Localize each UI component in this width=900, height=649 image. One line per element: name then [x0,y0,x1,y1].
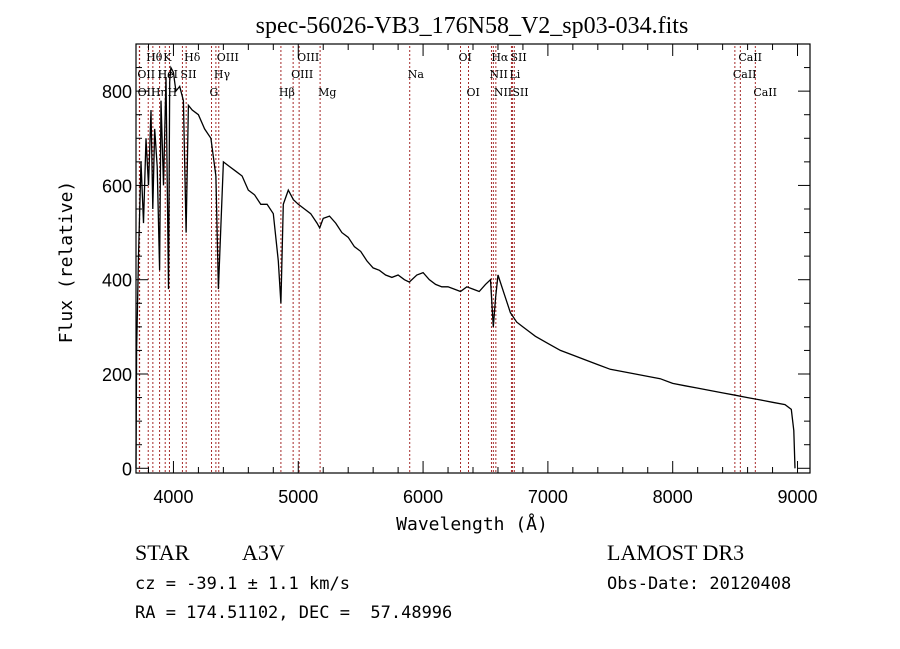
y-tick-label: 600 [102,176,132,196]
line-label: Hε [158,68,174,81]
y-tick-label: 400 [102,271,132,291]
spectrum-line [135,65,796,469]
x-axis-label: Wavelength (Å) [396,513,548,535]
line-label: Hα [491,51,509,64]
object-subclass: A3V [242,540,285,565]
obs-date: Obs-Date: 20120408 [607,574,792,594]
line-label: Na [408,68,425,81]
line-label: NII [489,68,507,81]
line-label: SII [510,51,526,64]
line-label: H [167,86,177,99]
axis-ticks: 4000 5000 6000 7000 8000 9000 0 200 400 600 800 [102,44,818,507]
line-label: OI [467,86,480,99]
line-label: NII [494,86,512,99]
y-tick-label: 800 [102,82,132,102]
y-tick-label: 200 [102,365,132,385]
chart-title: spec-56026-VB3_176N58_V2_sp03-034.fits [256,13,689,39]
survey-name: LAMOST DR3 [607,540,745,565]
line-label: Mg [318,86,336,99]
line-label: OIII [217,51,239,64]
x-tick-label: 9000 [777,487,817,507]
line-label: Hδ [184,51,201,64]
line-label: SII [512,86,528,99]
coordinates: RA = 174.51102, DEC = 57.48996 [135,603,453,623]
line-label: OI [459,51,472,64]
line-label: OIII [297,51,319,64]
line-label: OII [138,86,156,99]
line-label: Hβ [279,86,295,99]
x-tick-label: 6000 [403,487,443,507]
x-tick-label: 7000 [528,487,568,507]
line-label: OIII [291,68,313,81]
x-tick-label: 8000 [653,487,693,507]
redshift-text: cz = -39.1 ± 1.1 km/s [135,574,350,594]
y-axis-label: Flux (relative) [56,181,77,344]
line-label: K [163,51,172,64]
line-label: Li [509,68,520,81]
y-tick-label: 0 [122,459,132,479]
line-label: G [210,86,219,99]
object-class: STAR [135,540,190,565]
x-tick-label: 4000 [153,487,193,507]
line-label: CaII [738,51,762,64]
emission-line-markers [138,46,756,473]
x-tick-label: 5000 [278,487,318,507]
line-label: SII [180,68,196,81]
line-label: CaII [733,68,757,81]
plot-frame [135,43,811,474]
line-label: Hη [151,86,167,99]
line-label: Hθ [146,51,163,64]
line-label: HeI [158,68,178,81]
line-label: Hγ [214,68,231,81]
line-label: CaII [753,86,777,99]
line-label: OII [137,68,155,81]
